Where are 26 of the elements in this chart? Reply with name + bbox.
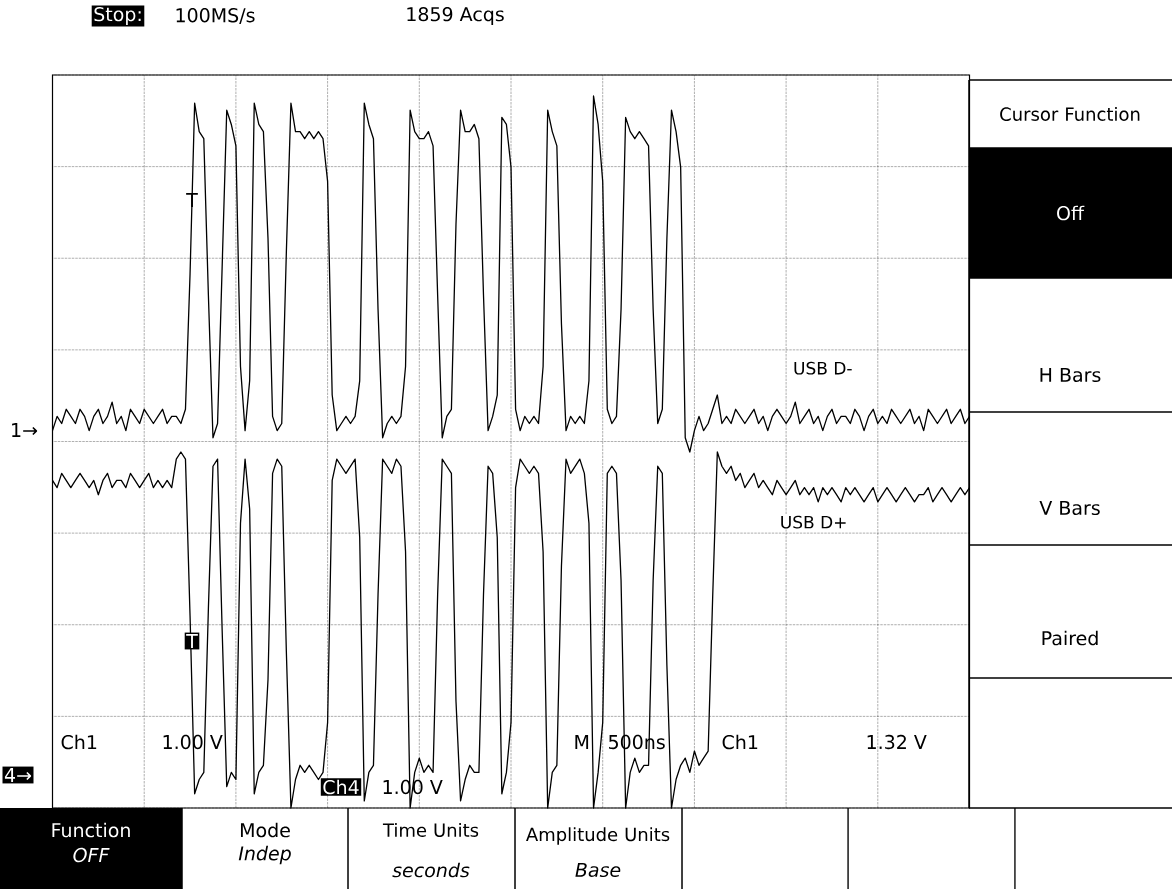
text: seconds — [392, 862, 470, 878]
annotation: Ch4 — [323, 779, 359, 795]
text: Stop: — [94, 6, 141, 26]
text: Paired — [1042, 630, 1098, 646]
text: Off — [1057, 205, 1085, 221]
text: 1→ — [12, 423, 38, 437]
text: OFF — [73, 847, 110, 863]
text: Mode — [240, 822, 290, 838]
text: Base — [575, 862, 621, 878]
text: Function — [52, 822, 130, 838]
annotation: T — [186, 634, 198, 648]
text: V Bars — [1039, 500, 1100, 516]
annotation: Ch1 — [722, 734, 758, 750]
annotation: M — [575, 735, 589, 749]
text: 1859 Acqs — [407, 6, 504, 26]
series-label: USB D- — [794, 361, 852, 375]
text: H Bars — [1040, 367, 1101, 383]
annotation: 1.32 V — [867, 734, 927, 750]
text: Cursor Function — [1000, 107, 1140, 121]
text: 100MS/s — [176, 8, 255, 24]
text: Amplitude Units — [526, 827, 670, 845]
text: Time Units — [382, 823, 479, 837]
annotation: Ch1 — [61, 734, 97, 750]
text: Indep — [238, 845, 291, 865]
text: 4→ — [4, 768, 32, 782]
series-label: USB D+ — [781, 515, 846, 529]
